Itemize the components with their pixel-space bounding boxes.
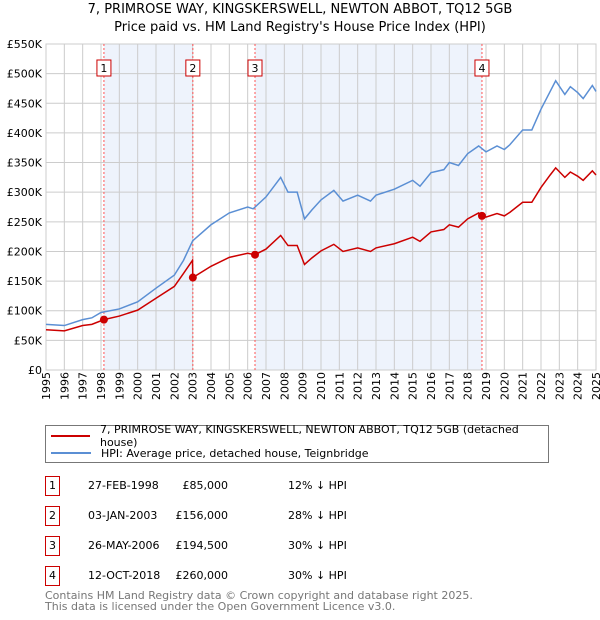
shaded-period bbox=[255, 44, 482, 370]
y-tick-label: £0 bbox=[28, 364, 42, 377]
y-tick-label: £100K bbox=[7, 305, 43, 318]
y-tick-label: £50K bbox=[14, 334, 43, 347]
x-tick-label: 2022 bbox=[535, 372, 548, 400]
shaded-period bbox=[103, 44, 193, 370]
x-tick-label: 1996 bbox=[58, 372, 71, 400]
x-tick-label: 2024 bbox=[572, 372, 585, 400]
y-tick-label: £450K bbox=[7, 97, 43, 110]
sale-number: 3 bbox=[45, 536, 60, 556]
y-tick-label: £350K bbox=[7, 157, 43, 170]
chart-title: 7, PRIMROSE WAY, KINGSKERSWELL, NEWTON A… bbox=[87, 2, 513, 17]
sale-marker-label: 1 bbox=[100, 62, 107, 75]
x-tick-label: 2002 bbox=[168, 372, 181, 400]
x-tick-label: 2015 bbox=[407, 372, 420, 400]
sale-marker-box bbox=[185, 59, 201, 77]
x-tick-label: 2019 bbox=[480, 372, 493, 400]
x-tick-label: 1997 bbox=[77, 372, 90, 400]
x-tick-label: 2016 bbox=[425, 372, 438, 400]
x-tick-label: 2013 bbox=[370, 372, 383, 400]
legend: 7, PRIMROSE WAY, KINGSKERSWELL, NEWTON A… bbox=[45, 423, 549, 463]
sale-hpi-diff: 30% ↓ HPI bbox=[288, 539, 347, 552]
x-tick-label: 2023 bbox=[553, 372, 566, 400]
x-tick-label: 2014 bbox=[388, 372, 401, 400]
x-tick-label: 2006 bbox=[242, 372, 255, 400]
x-tick-label: 2018 bbox=[462, 372, 475, 400]
sale-date: 03-JAN-2003 bbox=[88, 509, 158, 522]
sale-point bbox=[477, 211, 486, 220]
sale-price: £85,000 bbox=[182, 479, 229, 492]
x-tick-label: 2000 bbox=[132, 372, 145, 400]
sale-point bbox=[251, 250, 259, 259]
y-tick-label: £500K bbox=[7, 68, 43, 81]
x-tick-label: 2012 bbox=[352, 372, 365, 400]
x-tick-label: 2001 bbox=[150, 372, 163, 400]
y-tick-label: £150K bbox=[7, 275, 43, 288]
y-tick-label: £200K bbox=[7, 245, 43, 258]
hpi-line bbox=[45, 79, 597, 327]
legend-label: HPI: Average price, detached house, Teig… bbox=[101, 446, 369, 460]
sale-date: 27-FEB-1998 bbox=[88, 479, 159, 492]
x-tick-label: 2005 bbox=[223, 372, 236, 400]
legend-label: 7, PRIMROSE WAY, KINGSKERSWELL, NEWTON A… bbox=[99, 423, 519, 449]
legend-swatch-blue bbox=[51, 452, 91, 454]
x-tick-label: 2025 bbox=[590, 372, 600, 400]
x-tick-label: 2010 bbox=[315, 372, 328, 400]
y-tick-label: £550K bbox=[7, 38, 43, 51]
sale-hpi-diff: 28% ↓ HPI bbox=[288, 509, 347, 522]
x-tick-label: 1998 bbox=[95, 372, 108, 400]
chart-subtitle: Price paid vs. HM Land Registry's House … bbox=[114, 20, 486, 35]
y-tick-label: £400K bbox=[7, 127, 43, 140]
x-tick-label: 1995 bbox=[40, 372, 53, 400]
sale-marker-box bbox=[96, 59, 112, 77]
sale-point bbox=[99, 315, 108, 324]
sale-marker-label: 3 bbox=[252, 62, 259, 75]
legend-swatch-red bbox=[51, 435, 90, 437]
x-tick-label: 2003 bbox=[187, 372, 200, 400]
x-tick-label: 2008 bbox=[278, 372, 291, 400]
x-tick-label: 1999 bbox=[113, 372, 126, 400]
sale-marker-label: 4 bbox=[478, 62, 485, 75]
sale-number: 2 bbox=[45, 506, 60, 526]
x-tick-label: 2007 bbox=[260, 372, 273, 400]
x-tick-label: 2009 bbox=[297, 372, 310, 400]
sale-price: £156,000 bbox=[175, 509, 229, 522]
sale-date: 26-MAY-2006 bbox=[88, 539, 160, 552]
plot-area: 1995 1996 1997 1998 1999 2000 2001 2002 2003 2004… bbox=[7, 38, 600, 400]
sale-hpi-diff: 12% ↓ HPI bbox=[288, 479, 347, 492]
plot-border bbox=[45, 43, 597, 371]
property-line bbox=[45, 166, 597, 332]
sale-price: £194,500 bbox=[175, 539, 229, 552]
footer-line: Contains HM Land Registry data © Crown c… bbox=[45, 589, 473, 602]
legend-item-property: 7, PRIMROSE WAY, KINGSKERSWELL, NEWTON A… bbox=[46, 423, 548, 449]
footer-line: This data is licensed under the Open Gov… bbox=[45, 600, 396, 613]
x-tick-label: 2021 bbox=[517, 372, 530, 400]
sale-marker-label: 2 bbox=[189, 62, 196, 75]
y-tick-label: £300K bbox=[7, 186, 43, 199]
x-tick-label: 2020 bbox=[498, 372, 511, 400]
x-tick-label: 2011 bbox=[333, 372, 346, 400]
sale-marker-box bbox=[474, 59, 490, 77]
x-tick-label: 2017 bbox=[443, 372, 456, 400]
sale-date: 12-OCT-2018 bbox=[88, 569, 161, 582]
footer: Contains HM Land Registry data © Crown c… bbox=[45, 590, 473, 612]
y-tick-label: £250K bbox=[7, 216, 43, 229]
x-tick-label: 2004 bbox=[205, 372, 218, 400]
sale-number: 4 bbox=[45, 566, 60, 586]
legend-item-hpi: HPI: Average price, detached house, Teig… bbox=[46, 445, 369, 461]
sale-marker-box bbox=[247, 59, 263, 77]
sale-point bbox=[188, 273, 197, 282]
sale-hpi-diff: 30% ↓ HPI bbox=[288, 569, 347, 582]
sale-number: 1 bbox=[45, 476, 60, 496]
sale-price: £260,000 bbox=[175, 569, 229, 582]
